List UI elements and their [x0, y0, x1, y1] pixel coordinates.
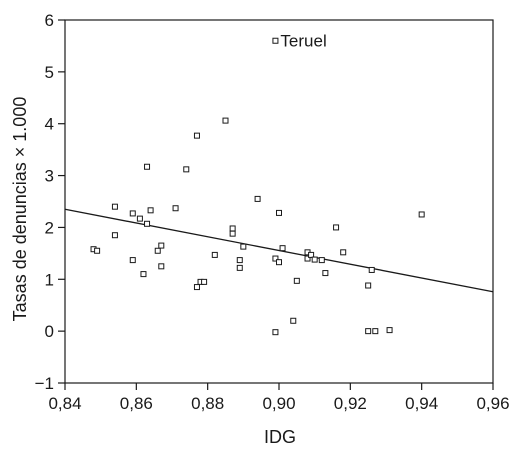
- data-point: [276, 259, 282, 266]
- data-points: [90, 37, 425, 336]
- data-point: [229, 230, 236, 237]
- data-point: [418, 211, 425, 218]
- data-point: [365, 282, 372, 289]
- axes: [64, 19, 494, 384]
- data-point: [193, 284, 200, 291]
- data-point: [272, 37, 279, 44]
- data-point: [372, 328, 379, 335]
- y-tick-label: 4: [45, 115, 54, 134]
- data-point: [311, 256, 318, 263]
- data-point: [293, 277, 300, 284]
- y-tick-label: 0: [45, 322, 54, 341]
- data-point: [333, 224, 340, 231]
- y-tick-label: 1: [45, 270, 54, 289]
- data-point: [183, 166, 190, 173]
- data-point: [340, 249, 347, 256]
- y-tick-label: 3: [45, 167, 54, 186]
- data-point: [229, 225, 236, 232]
- x-axis-title: IDG: [264, 427, 296, 447]
- data-point: [211, 251, 218, 258]
- regression-line: [64, 208, 494, 293]
- annotations: Teruel: [280, 32, 326, 51]
- y-tick-label: 2: [45, 218, 54, 237]
- regression-line-group: [64, 208, 494, 293]
- data-point: [254, 195, 261, 202]
- data-point: [276, 209, 282, 216]
- data-point: [236, 257, 243, 264]
- ticks: −1 0 1 2 3 4 5 6 0,84 0,86 0,88 0,90 0,92 0,94 0,96: [35, 11, 510, 413]
- data-point: [111, 203, 118, 210]
- y-tick-label: 6: [45, 11, 54, 30]
- data-point: [193, 132, 200, 139]
- data-point: [365, 328, 372, 335]
- data-point: [290, 317, 297, 324]
- data-point: [172, 205, 179, 212]
- x-tick-label: 0,88: [191, 394, 224, 413]
- data-point: [147, 207, 154, 214]
- annotation-label: Teruel: [280, 32, 326, 51]
- x-tick-label: 0,94: [405, 394, 438, 413]
- data-point: [272, 329, 279, 336]
- data-point: [136, 215, 143, 222]
- data-point: [368, 266, 375, 273]
- data-point: [129, 210, 136, 217]
- data-point: [236, 264, 243, 271]
- data-point: [129, 257, 136, 264]
- data-point: [144, 220, 151, 227]
- data-point: [154, 247, 161, 254]
- data-point: [318, 257, 325, 264]
- data-point: [322, 270, 329, 277]
- plot-frame: [64, 19, 494, 384]
- data-point: [158, 263, 165, 270]
- x-tick-label: 0,96: [476, 394, 509, 413]
- data-point: [222, 117, 229, 124]
- data-point: [272, 255, 279, 262]
- data-point: [304, 255, 311, 262]
- data-point: [201, 278, 208, 285]
- x-tick-label: 0,92: [334, 394, 367, 413]
- data-point: [94, 247, 101, 254]
- x-tick-label: 0,90: [262, 394, 295, 413]
- data-point: [308, 251, 315, 258]
- data-point: [386, 327, 393, 334]
- data-point: [111, 232, 118, 239]
- x-tick-label: 0,86: [120, 394, 153, 413]
- x-tick-label: 0,84: [48, 394, 81, 413]
- data-point: [240, 243, 247, 250]
- data-point: [144, 163, 151, 170]
- y-axis-title: Tasas de denuncias × 1.000: [10, 97, 30, 322]
- y-tick-label: 5: [45, 63, 54, 82]
- data-point: [140, 271, 147, 278]
- data-point: [158, 242, 165, 249]
- data-point: [279, 245, 286, 252]
- y-tick-label: −1: [35, 374, 54, 393]
